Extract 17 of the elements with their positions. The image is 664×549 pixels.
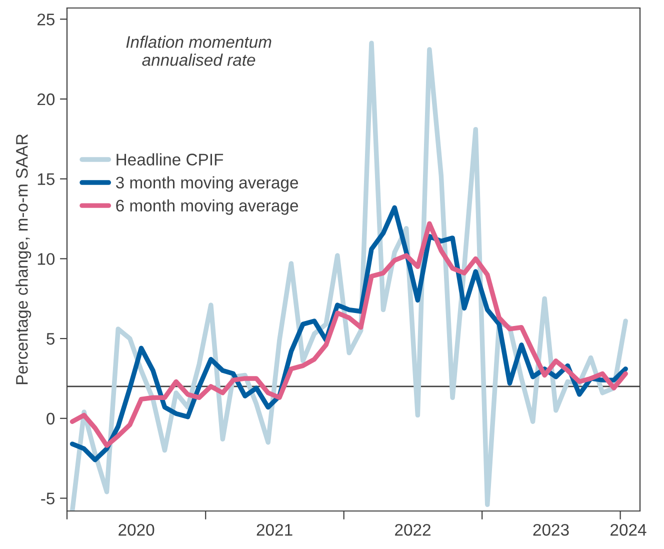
- legend-label: Headline CPIF: [116, 153, 224, 166]
- x-tick-label: 2023: [533, 524, 569, 536]
- x-tick-label: 2022: [395, 524, 430, 536]
- y-tick-label: 0: [46, 412, 55, 425]
- y-tick-label: -5: [41, 492, 54, 504]
- y-tick-label: 20: [37, 93, 55, 106]
- x-tick-label: 2020: [118, 524, 154, 536]
- legend-label: 6 month moving average: [116, 199, 298, 215]
- x-tick-label: 2021: [256, 524, 292, 536]
- y-tick-label: 10: [38, 253, 55, 265]
- y-axis-title: Percentage change, m-o-m SAAR: [16, 134, 32, 384]
- x-tick-label: 2024: [610, 524, 646, 536]
- y-tick-label: 5: [46, 333, 54, 345]
- y-tick-label: 15: [38, 173, 54, 186]
- annotation: Inflation momentum annualised rate: [126, 36, 272, 66]
- legend-label: 3 month moving average: [116, 176, 298, 192]
- y-tick-label: 25: [37, 14, 54, 26]
